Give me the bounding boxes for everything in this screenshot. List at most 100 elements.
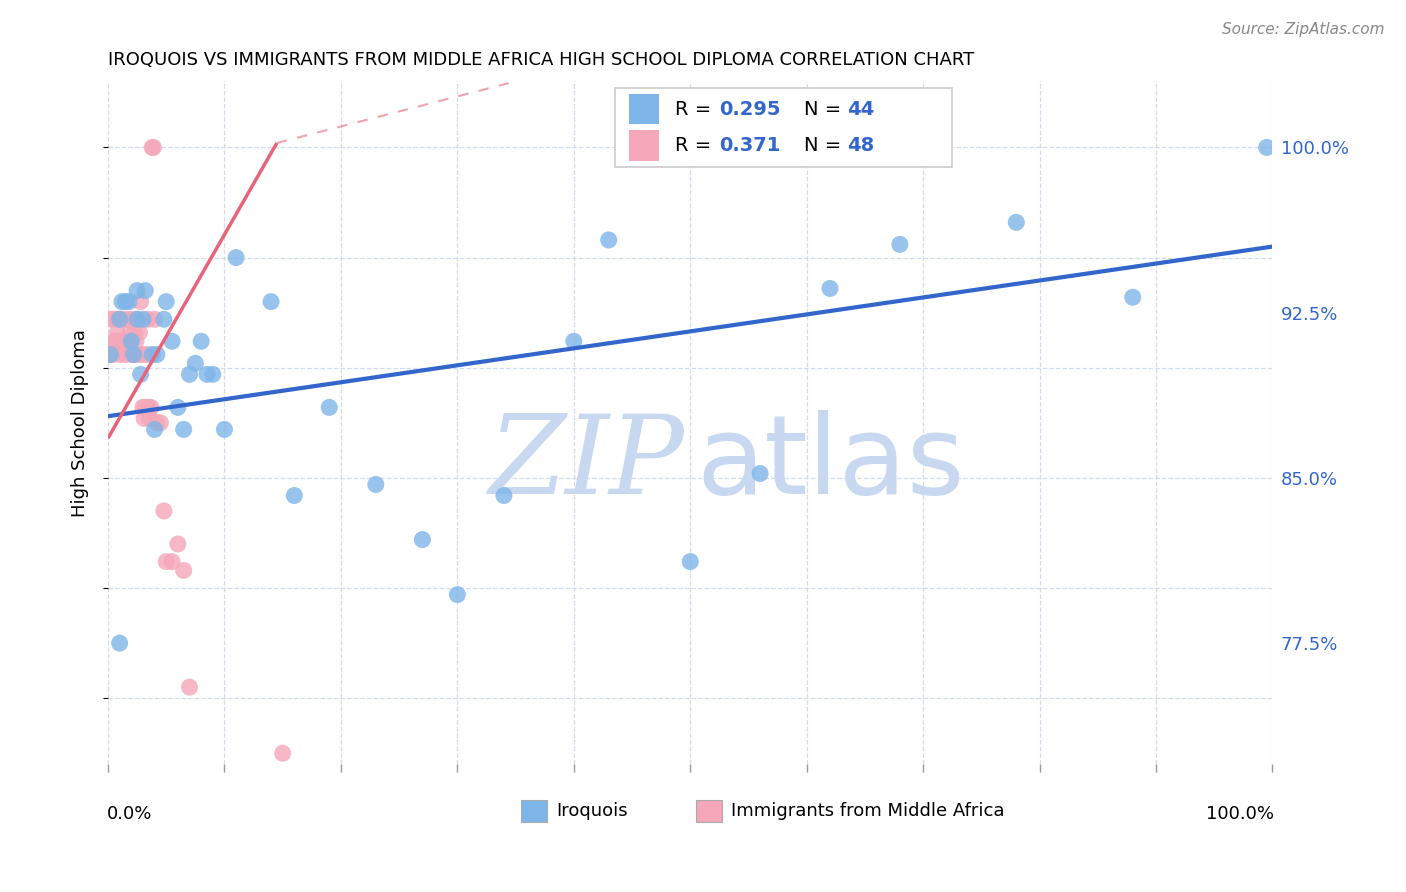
Point [125, 334, 148, 349]
Point [118, 334, 141, 349]
Point [1005, 215, 1028, 229]
Point [214, 422, 236, 436]
Point [160, 334, 183, 349]
Point [149, 416, 172, 430]
Text: R =: R = [675, 100, 717, 119]
Text: Immigrants from Middle Africa: Immigrants from Middle Africa [731, 803, 1004, 821]
Point [121, 312, 143, 326]
Point [364, 477, 387, 491]
Point [167, 401, 190, 415]
Point [114, 294, 136, 309]
Point [318, 401, 340, 415]
Point [112, 312, 135, 326]
Point [141, 140, 163, 154]
Point [155, 294, 177, 309]
Point [201, 368, 224, 382]
Point [101, 347, 124, 361]
Text: 48: 48 [848, 136, 875, 155]
Point [889, 237, 911, 252]
Point [132, 312, 155, 326]
Point [98, 347, 121, 361]
Point [132, 411, 155, 425]
Point [108, 636, 131, 650]
Point [120, 326, 142, 340]
Point [598, 233, 620, 247]
Point [124, 326, 146, 340]
Point [115, 334, 138, 349]
Point [141, 347, 163, 361]
Point [818, 281, 841, 295]
Point [173, 563, 195, 577]
Text: 0.295: 0.295 [720, 100, 780, 119]
Point [131, 347, 153, 361]
Point [143, 312, 166, 326]
Text: atlas: atlas [696, 410, 965, 517]
Point [679, 555, 702, 569]
Point [128, 326, 150, 340]
Bar [628, 130, 659, 161]
Point [120, 334, 142, 349]
Point [127, 312, 149, 326]
Point [1256, 140, 1278, 154]
Point [146, 416, 169, 430]
Point [136, 312, 159, 326]
Point [134, 401, 156, 415]
Text: 0.371: 0.371 [720, 136, 780, 155]
Bar [522, 800, 547, 822]
Point [105, 326, 128, 340]
Point [111, 294, 134, 309]
FancyBboxPatch shape [614, 88, 952, 167]
Point [108, 347, 131, 361]
Point [225, 251, 247, 265]
Point [153, 312, 176, 326]
Point [98, 347, 121, 361]
Text: Iroquois: Iroquois [557, 803, 628, 821]
Point [107, 312, 129, 326]
Point [173, 422, 195, 436]
Point [271, 746, 294, 760]
Point [114, 347, 136, 361]
Point [195, 368, 218, 382]
Point [446, 588, 468, 602]
Point [155, 555, 177, 569]
Point [111, 334, 134, 349]
Point [122, 347, 145, 361]
Text: Source: ZipAtlas.com: Source: ZipAtlas.com [1222, 22, 1385, 37]
Point [190, 334, 212, 349]
Point [108, 312, 131, 326]
Point [749, 467, 772, 481]
Point [179, 680, 201, 694]
Point [492, 489, 515, 503]
Point [117, 312, 139, 326]
Point [139, 401, 162, 415]
Point [104, 312, 127, 326]
Point [134, 284, 156, 298]
Point [112, 334, 135, 349]
Point [283, 489, 305, 503]
Bar [628, 95, 659, 124]
Point [260, 294, 283, 309]
Point [132, 401, 155, 415]
Point [411, 533, 433, 547]
Point [143, 422, 166, 436]
Point [120, 347, 142, 361]
Bar [696, 800, 721, 822]
Point [100, 312, 122, 326]
Point [1122, 290, 1144, 304]
Point [105, 334, 128, 349]
Text: 44: 44 [848, 100, 875, 119]
Point [138, 401, 160, 415]
Point [179, 368, 201, 382]
Point [135, 347, 157, 361]
Point [167, 537, 190, 551]
Point [110, 334, 132, 349]
Point [122, 347, 145, 361]
Text: 100.0%: 100.0% [1206, 805, 1274, 823]
Point [127, 347, 149, 361]
Point [146, 347, 169, 361]
Text: 0.0%: 0.0% [107, 805, 152, 823]
Point [118, 294, 141, 309]
Point [184, 356, 207, 370]
Point [129, 294, 152, 309]
Point [127, 312, 149, 326]
